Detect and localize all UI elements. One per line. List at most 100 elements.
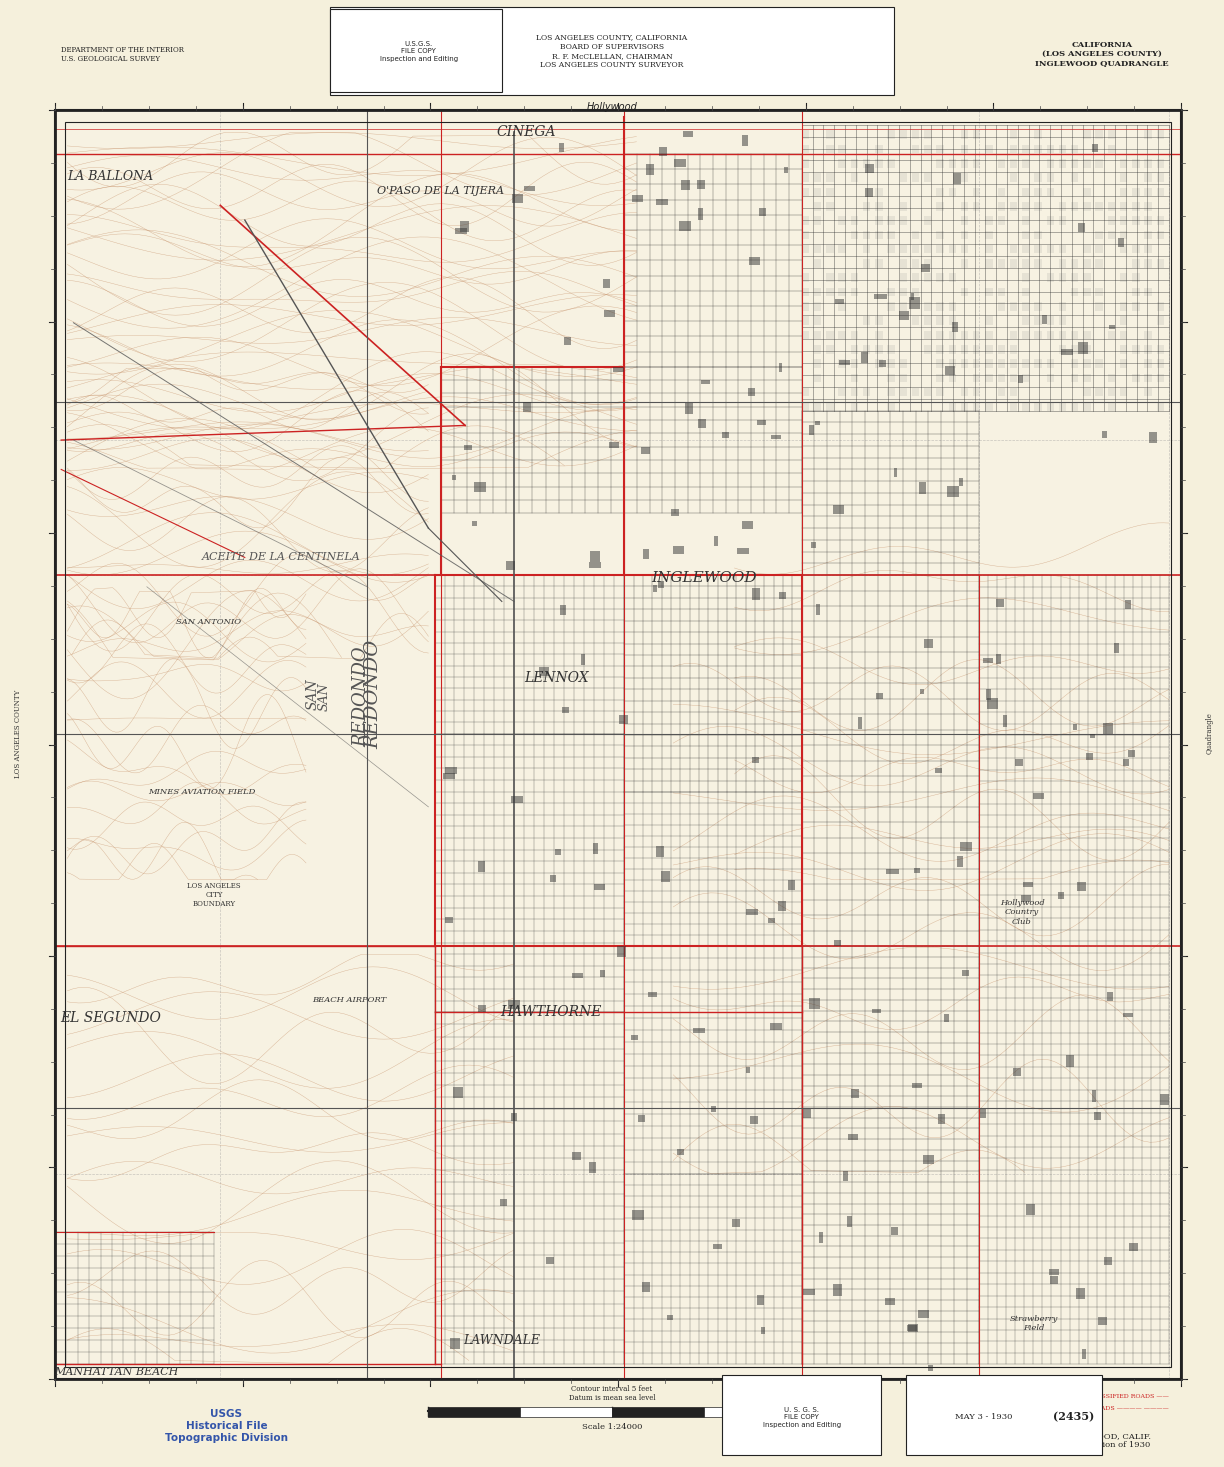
Bar [1022,330,1029,339]
Text: INGLEWOOD: INGLEWOOD [651,571,756,585]
Bar [949,188,956,197]
Bar [1071,173,1078,182]
Bar [1125,600,1131,609]
Bar [826,202,834,210]
Bar [1013,1068,1021,1075]
Bar [1083,374,1091,383]
Bar [1144,330,1152,339]
Bar [1010,158,1017,167]
Bar [887,288,895,296]
Bar [938,1113,945,1124]
Bar [679,222,692,232]
Bar [886,868,898,874]
Bar [1022,359,1029,368]
Bar [1095,158,1103,167]
Bar [1071,273,1078,282]
Bar [851,345,858,354]
Bar [562,707,569,713]
Bar [1157,302,1164,311]
Bar [1144,216,1152,224]
Bar [835,298,843,304]
Bar [961,145,968,154]
Bar [1120,173,1127,182]
Bar [1022,260,1029,267]
Bar [1103,723,1114,734]
Bar [985,317,993,326]
Bar [613,367,624,371]
Bar [1120,330,1127,339]
Bar [1017,376,1023,383]
Bar [914,868,920,873]
Bar [887,359,895,368]
Bar [875,188,883,197]
Bar [912,230,919,239]
Bar [1071,202,1078,210]
Bar [985,288,993,296]
Bar [919,689,924,694]
Bar [1108,402,1115,411]
Bar [1144,387,1152,396]
Bar [643,549,649,559]
Bar [685,403,693,414]
Bar [1144,374,1152,383]
Bar [875,230,883,239]
Bar [826,145,834,154]
Bar [875,330,883,339]
Bar [900,288,907,296]
Bar [814,374,821,383]
Bar [667,1314,673,1320]
Bar [1108,216,1115,224]
Bar [1108,330,1115,339]
Bar [912,260,919,267]
Bar [961,216,968,224]
Bar [923,1155,934,1163]
Bar [838,158,846,167]
Bar [1034,359,1042,368]
Bar [1034,402,1042,411]
Bar [1104,1257,1111,1265]
Bar [1132,288,1140,296]
Bar [1083,188,1091,197]
Bar [838,359,846,368]
Bar [863,345,870,354]
Bar [608,442,619,447]
Bar [985,245,993,254]
Bar [1047,317,1054,326]
Bar [632,195,643,202]
Bar [1095,131,1103,139]
Bar [1042,315,1047,324]
Bar [499,1199,507,1206]
Bar [1083,245,1091,254]
Bar [1093,1090,1097,1102]
Bar [802,288,809,296]
Bar [802,216,809,224]
Bar [556,849,561,855]
Bar [1026,1204,1034,1216]
Bar [674,160,685,167]
Bar [875,145,883,154]
Text: USGS
Historical File
Topographic Division: USGS Historical File Topographic Divisio… [165,1408,288,1444]
Bar [980,1109,987,1118]
Bar [752,588,760,600]
Bar [1047,145,1054,154]
Bar [924,345,931,354]
Bar [887,402,895,411]
Bar [848,1134,858,1140]
Text: LOS ANGELES COUNTY, CALIFORNIA
BOARD OF SUPERVISORS
R. F. McCLELLAN, CHAIRMAN
LO: LOS ANGELES COUNTY, CALIFORNIA BOARD OF … [536,34,688,69]
Bar [911,293,914,299]
Bar [1071,158,1078,167]
Bar [1034,330,1042,339]
Bar [1047,330,1054,339]
Bar [1010,260,1017,267]
Bar [851,1089,859,1097]
Bar [778,901,787,911]
Bar [1108,202,1115,210]
Bar [900,387,907,396]
Bar [1010,145,1017,154]
Bar [656,846,663,857]
Bar [936,345,944,354]
Bar [1132,273,1140,282]
Bar [949,302,956,311]
Bar [936,330,944,339]
Bar [641,447,650,455]
